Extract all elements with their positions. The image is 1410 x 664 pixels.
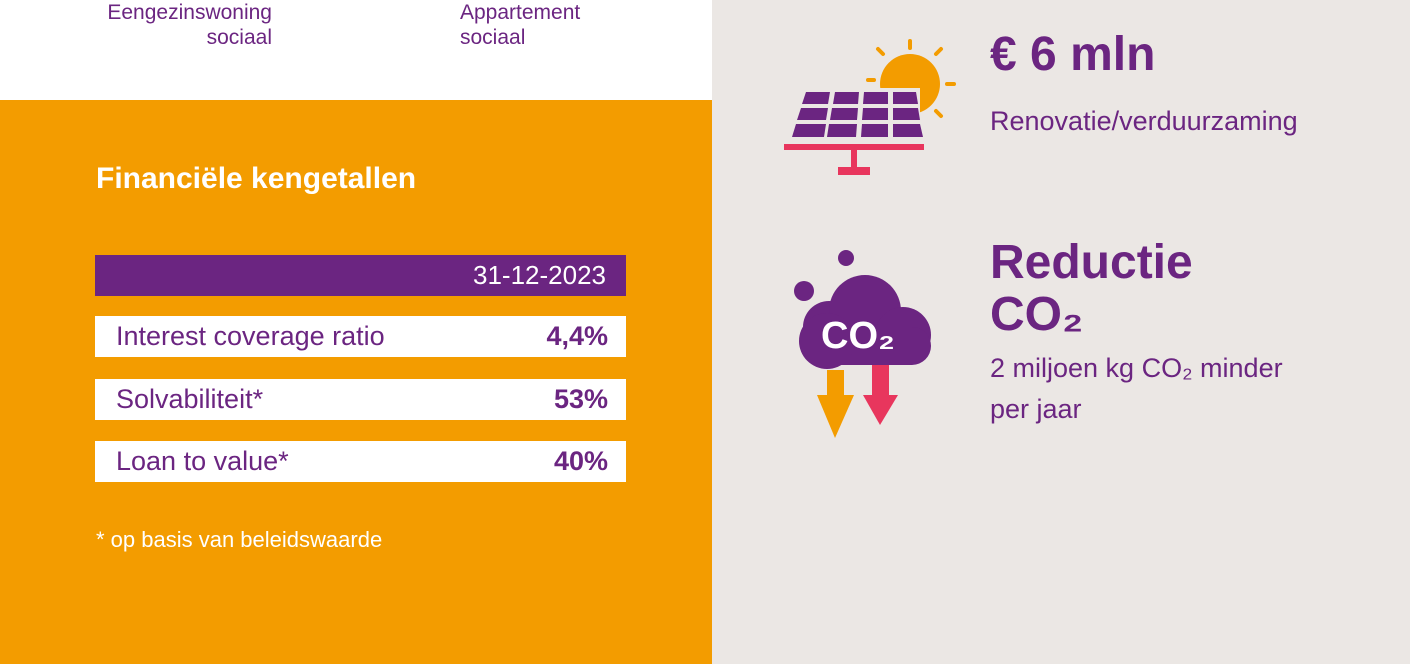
co2-description-line: per jaar <box>990 394 1082 424</box>
co2-icon-label: CO₂ <box>821 315 895 357</box>
kpi-label: Solvabiliteit* <box>116 384 264 414</box>
housing-type-appartement: Appartement sociaal <box>460 0 580 50</box>
co2-title: Reductie CO₂ <box>990 237 1193 341</box>
housing-type-sublabel: sociaal <box>206 26 272 49</box>
kpi-value: 53% <box>553 384 608 414</box>
co2-description: 2 miljoen kg CO₂ minder per jaar <box>990 348 1370 430</box>
renovation-caption: Renovatie/verduurzaming <box>990 106 1298 136</box>
co2-cloud-icon: CO₂ <box>785 245 935 440</box>
co2-title-line: Reductie <box>990 236 1193 289</box>
housing-type-label: Eengezinswoning <box>107 1 272 24</box>
footnote: * op basis van beleidswaarde <box>96 527 383 552</box>
kpi-value: 4,4% <box>546 321 608 351</box>
table-row: Interest coverage ratio 4,4% <box>95 316 626 357</box>
section-title: Financiële kengetallen <box>96 162 417 195</box>
housing-type-eengezins: Eengezinswoning sociaal <box>100 0 272 50</box>
housing-type-label: Appartement <box>460 1 581 24</box>
kpi-label: Loan to value* <box>116 446 289 476</box>
table-header-date: 31-12-2023 <box>95 255 626 296</box>
housing-type-sublabel: sociaal <box>460 26 526 49</box>
financial-panel: Financiële kengetallen 31-12-2023 Intere… <box>0 100 712 664</box>
table-row: Loan to value* 40% <box>95 441 626 482</box>
kpi-value: 40% <box>553 446 608 476</box>
kpi-label: Interest coverage ratio <box>116 321 385 351</box>
table-row: Solvabiliteit* 53% <box>95 379 626 420</box>
renovation-amount: € 6 mln <box>990 28 1156 81</box>
solar-panel-icon <box>780 36 960 181</box>
co2-description-line: 2 miljoen kg CO₂ minder <box>990 353 1283 383</box>
housing-types-strip: Eengezinswoning sociaal Appartement soci… <box>0 0 712 100</box>
co2-title-line: CO₂ <box>990 288 1084 341</box>
